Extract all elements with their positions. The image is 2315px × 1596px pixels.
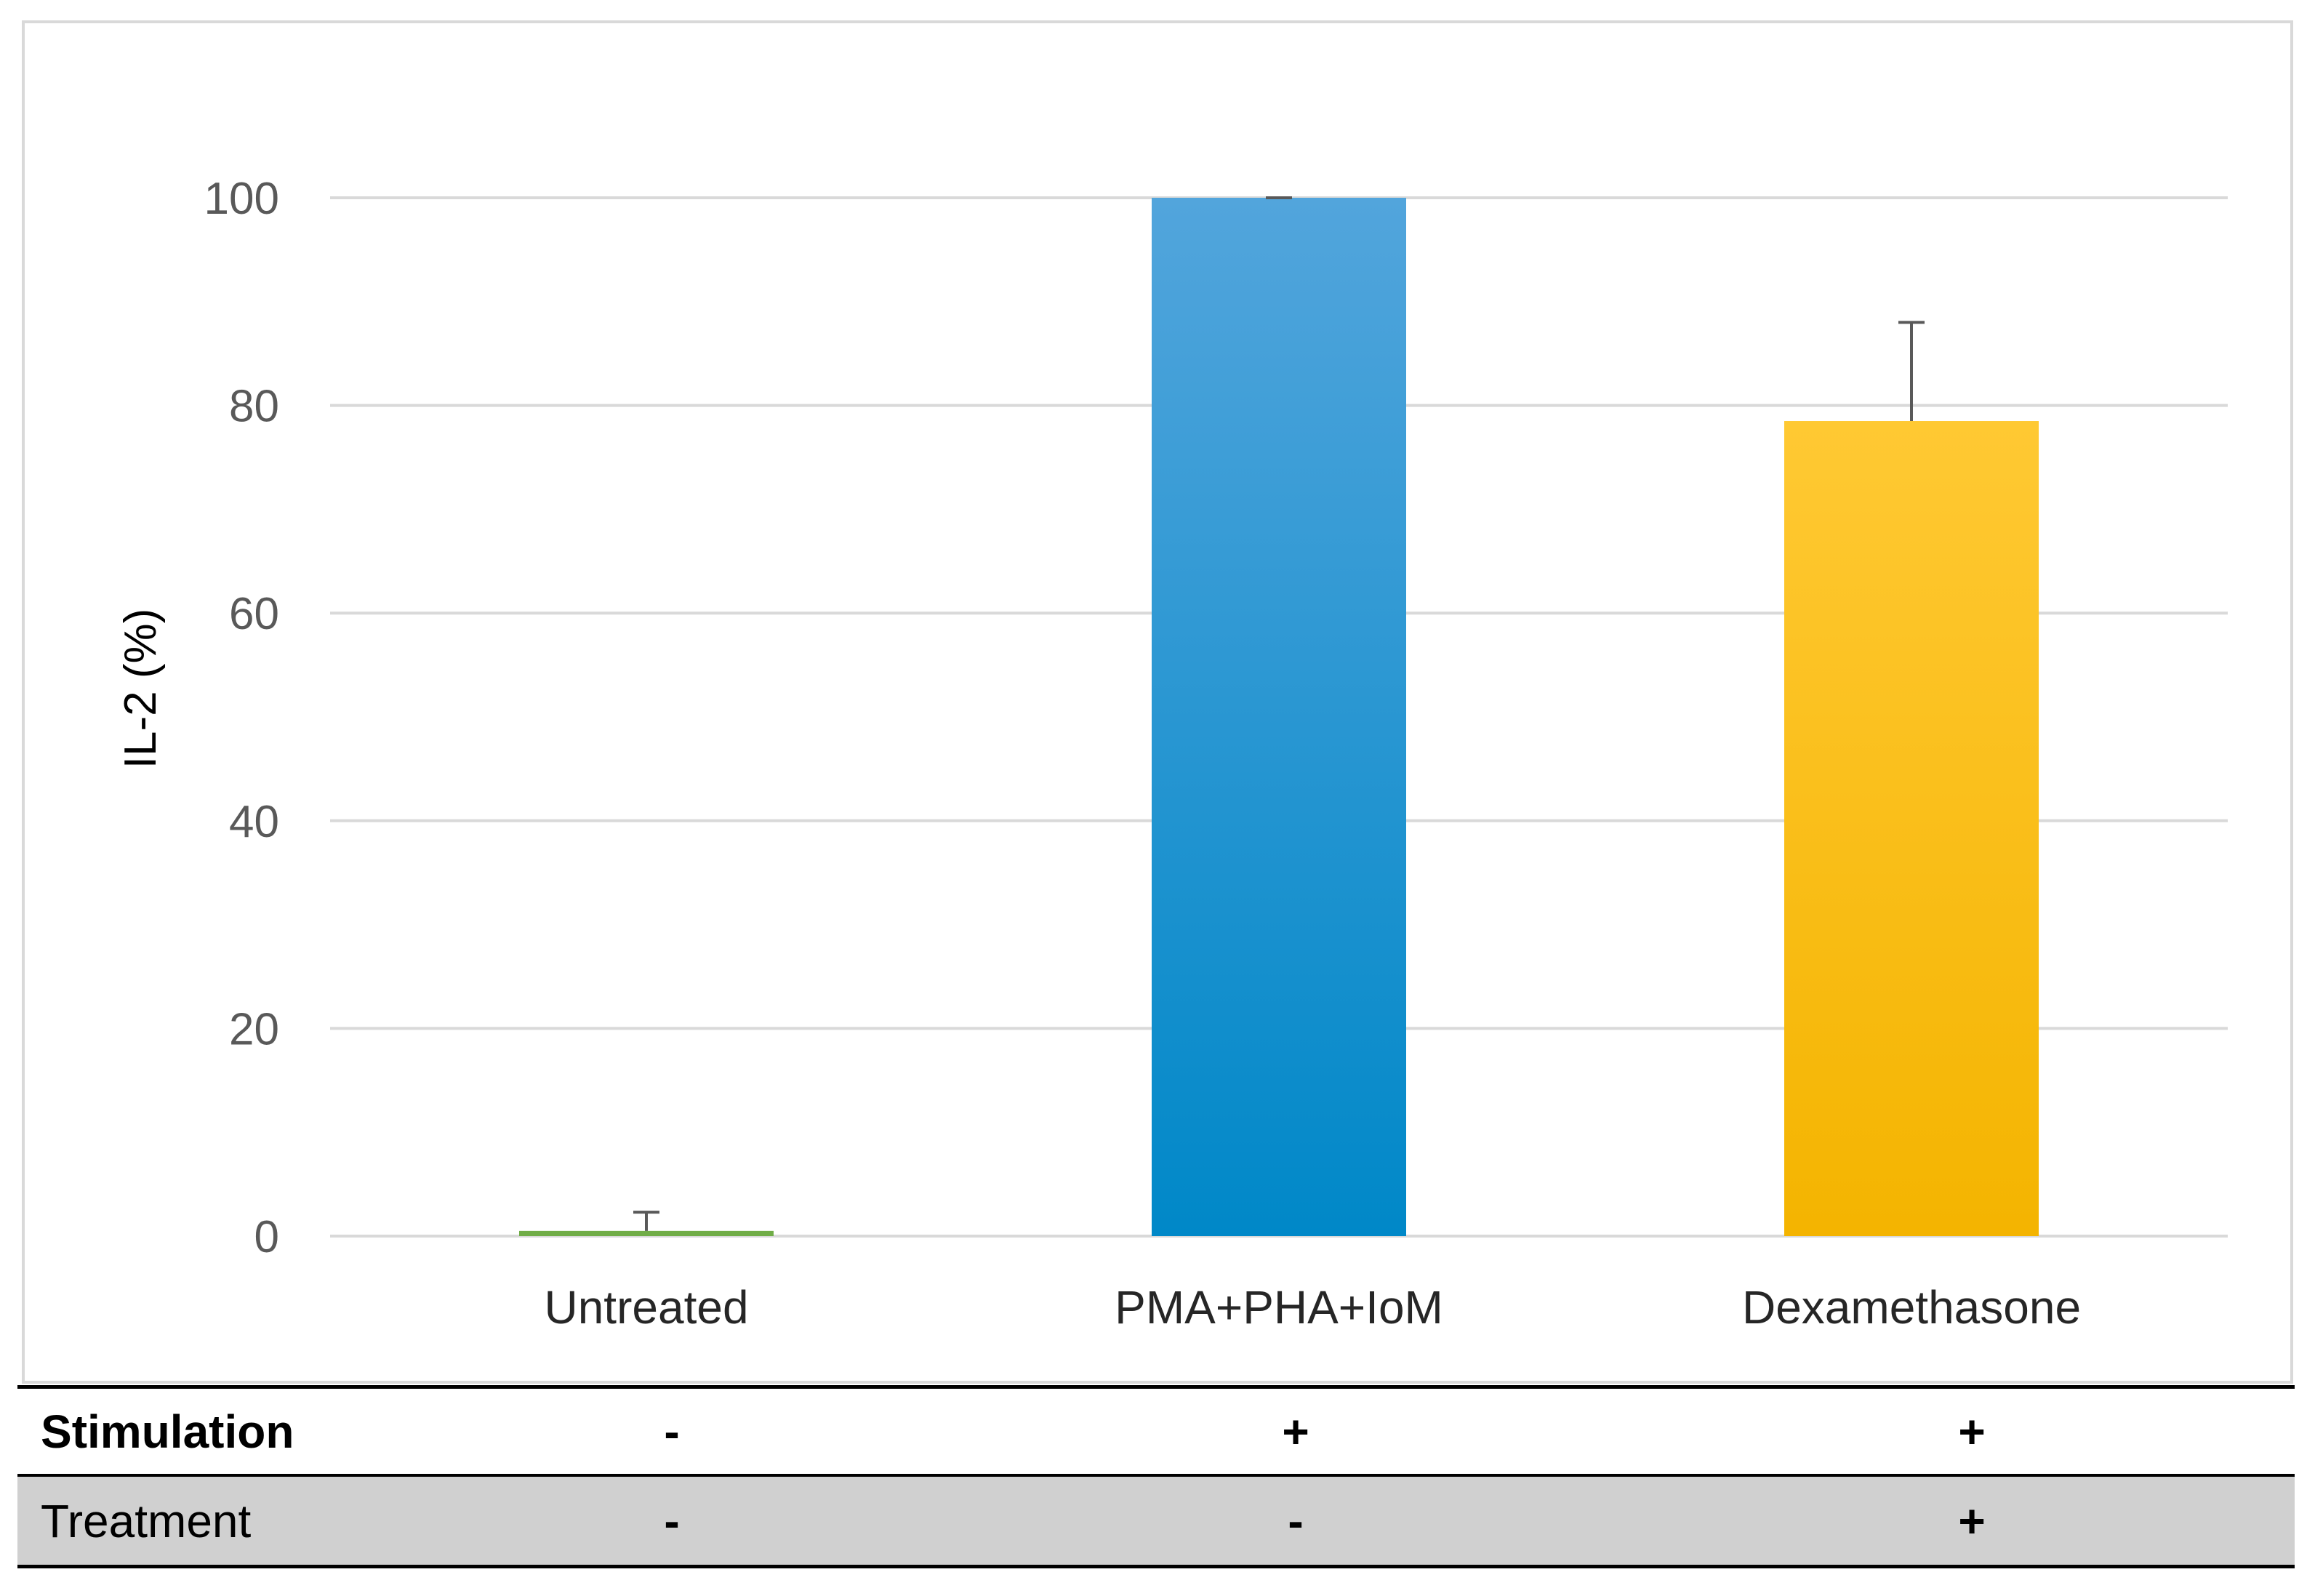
y-tick-label-40: 40 [229, 797, 279, 847]
treatment-value-pma: - [1288, 1494, 1304, 1547]
bars [519, 198, 2039, 1236]
error-bar-untreated [633, 1211, 659, 1231]
treatment-value-dexamethasone: + [1958, 1494, 1986, 1547]
chart-frame: 0 20 40 60 80 100 Untreated PMA+PHA+IoM Dexamet… [22, 20, 2293, 1384]
treatment-value-untreated: - [664, 1494, 680, 1547]
error-bars [633, 196, 1925, 1231]
x-tick-label-pma-pha-iom: PMA+PHA+IoM [1115, 1281, 1443, 1334]
stimulation-row: Stimulation - + + [17, 1385, 2295, 1477]
y-tick-label-0: 0 [254, 1212, 279, 1262]
x-axis-ticks: Untreated PMA+PHA+IoM Dexamethasone [544, 1281, 2081, 1334]
y-axis-ticks: 0 20 40 60 80 100 [204, 174, 279, 1262]
error-bar-dexamethasone [1898, 321, 1925, 422]
stimulation-value-untreated: - [664, 1405, 680, 1458]
bar-untreated [519, 1230, 774, 1236]
x-tick-label-untreated: Untreated [544, 1281, 748, 1334]
treatment-label: Treatment [41, 1494, 252, 1547]
y-tick-label-100: 100 [204, 174, 279, 224]
y-tick-label-80: 80 [229, 382, 279, 432]
stimulation-value-pma: + [1282, 1405, 1309, 1458]
bar-pma-pha-iom [1152, 198, 1406, 1236]
y-axis-label: IL-2 (%) [116, 609, 166, 769]
x-tick-label-dexamethasone: Dexamethasone [1742, 1281, 2081, 1334]
bar-chart: 0 20 40 60 80 100 Untreated PMA+PHA+IoM Dexamet… [116, 174, 2228, 1334]
bar-dexamethasone [1784, 421, 2039, 1236]
conditions-table: Stimulation - + + Treatment - - + [17, 1385, 2295, 1568]
y-tick-label-60: 60 [229, 589, 279, 639]
y-tick-label-20: 20 [229, 1004, 279, 1054]
stimulation-label: Stimulation [41, 1405, 294, 1458]
stimulation-value-dexamethasone: + [1958, 1405, 1986, 1458]
treatment-row: Treatment - - + [17, 1477, 2295, 1568]
